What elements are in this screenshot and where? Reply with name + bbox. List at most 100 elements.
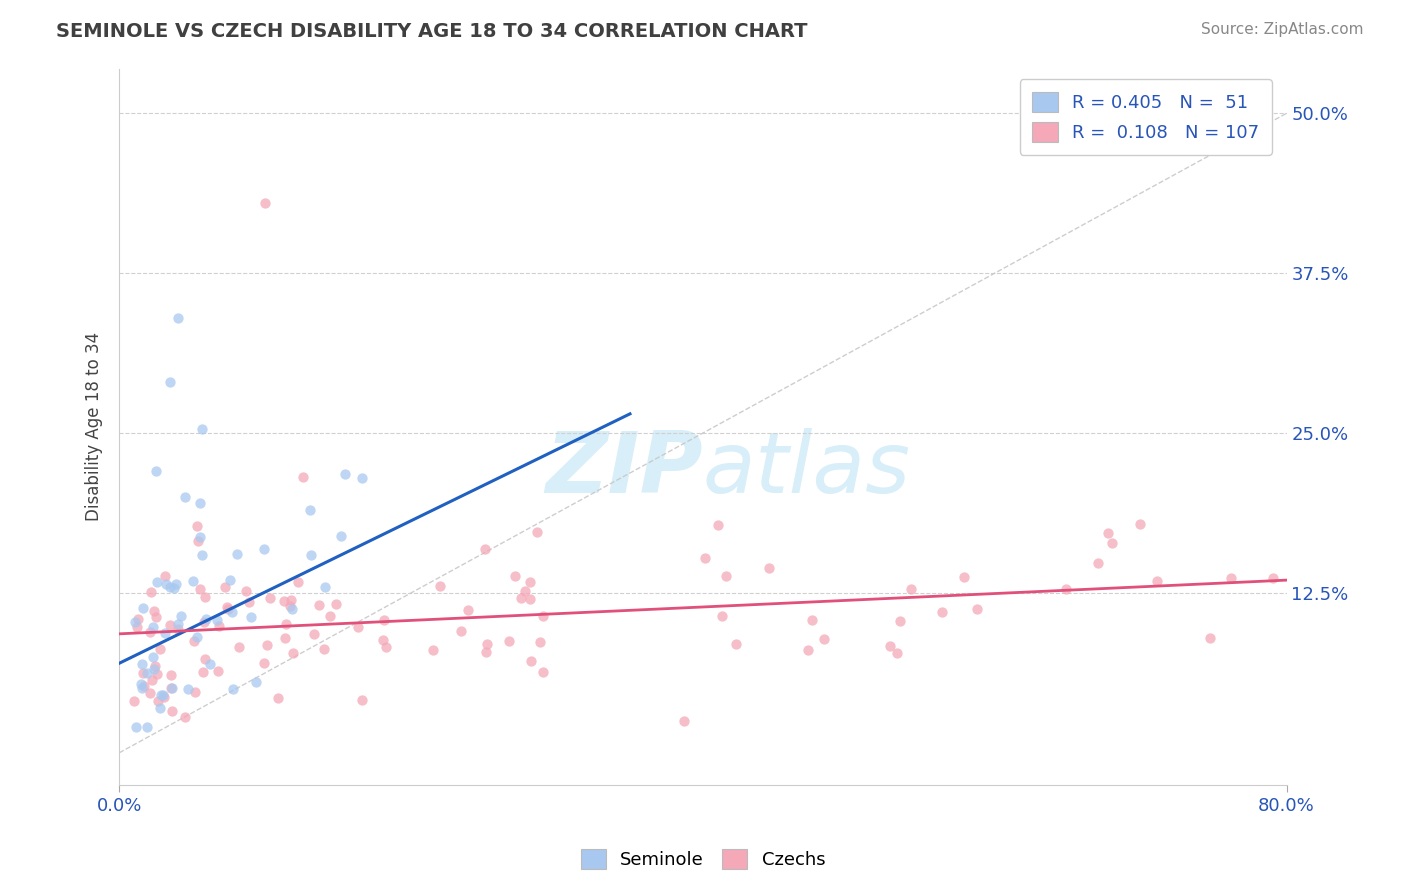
Point (142, 650, 165, 665)
Point (280, 592, 302, 607)
Point (314, 580, 336, 594)
Point (375, 640, 398, 654)
Point (132, 601, 155, 615)
Point (299, 548, 322, 562)
Point (308, 598, 330, 612)
Point (160, 704, 183, 718)
Point (205, 613, 228, 627)
Point (124, 615, 146, 629)
Point (314, 642, 336, 657)
Point (531, 609, 554, 624)
Point (139, 686, 162, 700)
Point (141, 620, 163, 634)
Point (796, 643, 818, 657)
Point (813, 632, 835, 646)
Point (333, 467, 356, 481)
Point (141, 673, 163, 687)
Point (167, 622, 190, 636)
Point (450, 624, 472, 638)
Point (217, 602, 239, 616)
Point (477, 637, 499, 651)
Text: SEMINOLE VS CZECH DISABILITY AGE 18 TO 34 CORRELATION CHART: SEMINOLE VS CZECH DISABILITY AGE 18 TO 3… (56, 22, 807, 41)
Point (475, 645, 498, 659)
Point (152, 688, 174, 702)
Point (174, 490, 197, 504)
Point (281, 602, 304, 616)
Point (222, 682, 245, 697)
Point (153, 569, 176, 583)
Point (429, 579, 451, 593)
Point (422, 642, 444, 657)
Point (208, 619, 231, 633)
Point (510, 591, 533, 606)
Point (259, 591, 281, 605)
Point (267, 691, 290, 706)
Point (159, 580, 181, 594)
Point (474, 542, 496, 557)
Point (886, 646, 908, 660)
Point (146, 574, 169, 589)
Point (1101, 536, 1123, 550)
Point (256, 638, 278, 652)
Point (707, 517, 730, 532)
Point (131, 657, 153, 672)
Point (253, 542, 276, 557)
Point (1087, 556, 1109, 570)
Point (166, 310, 188, 325)
Point (457, 603, 479, 617)
Point (127, 612, 149, 626)
Point (153, 626, 176, 640)
Point (190, 422, 212, 436)
Point (198, 657, 221, 672)
Point (165, 577, 187, 591)
Point (299, 502, 322, 516)
Point (215, 599, 238, 614)
Point (214, 580, 236, 594)
Point (193, 615, 215, 629)
Point (125, 720, 148, 734)
Point (889, 614, 911, 628)
Point (129, 676, 152, 690)
Point (160, 681, 183, 695)
Point (187, 534, 209, 549)
Point (125, 620, 148, 634)
Point (1146, 574, 1168, 588)
Point (219, 573, 242, 587)
Point (177, 681, 200, 696)
Text: atlas: atlas (703, 428, 911, 511)
Point (503, 569, 526, 583)
Point (952, 570, 974, 584)
Point (253, 656, 276, 670)
Point (498, 634, 520, 648)
Point (134, 679, 156, 693)
Point (529, 635, 551, 649)
Point (292, 470, 315, 484)
Point (183, 633, 205, 648)
Point (143, 659, 166, 673)
Point (149, 701, 172, 715)
Point (188, 530, 211, 544)
Point (159, 617, 181, 632)
Point (221, 605, 243, 619)
Point (519, 592, 541, 607)
Point (287, 574, 309, 589)
Point (186, 630, 208, 644)
Point (800, 613, 823, 627)
Point (191, 665, 214, 679)
Point (373, 613, 395, 627)
Point (149, 642, 172, 657)
Point (879, 639, 901, 653)
Point (276, 616, 298, 631)
Point (239, 609, 262, 624)
Point (758, 561, 780, 575)
Point (1054, 582, 1077, 597)
Point (900, 582, 922, 597)
Point (145, 610, 167, 624)
Point (235, 584, 257, 599)
Point (153, 690, 176, 705)
Point (174, 710, 197, 724)
Point (194, 652, 217, 666)
Point (238, 595, 260, 609)
Point (159, 668, 181, 682)
Point (1220, 571, 1243, 585)
